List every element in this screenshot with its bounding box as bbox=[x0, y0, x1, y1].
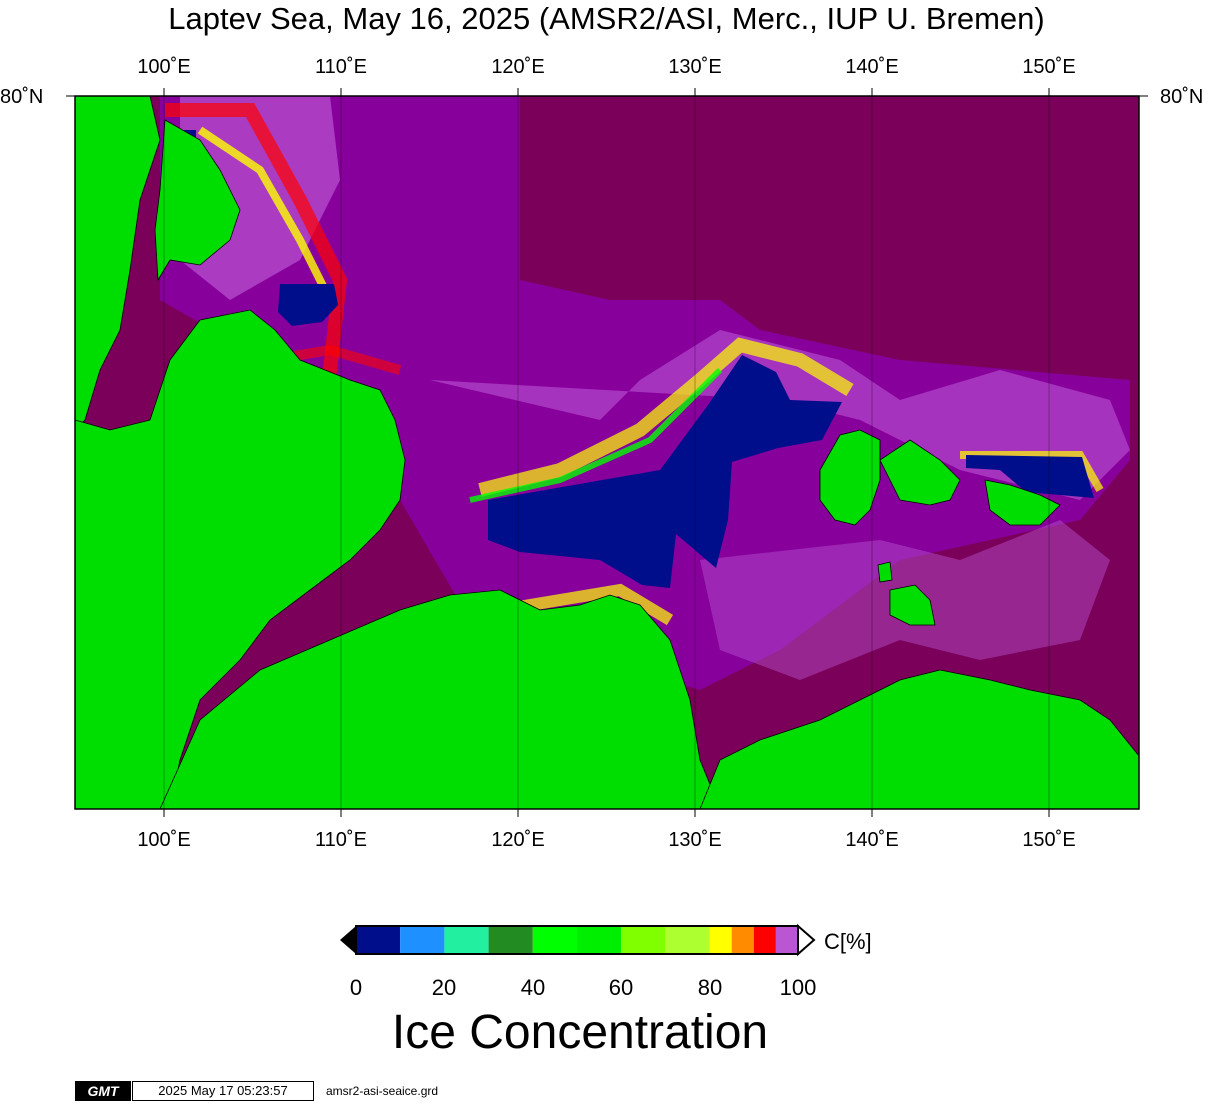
land-kotelny bbox=[819, 429, 881, 526]
land-lyakhovsky bbox=[889, 584, 936, 626]
bottom-lon-label-120e: 120˚E bbox=[491, 829, 545, 851]
colorbar-tick-0: 0 bbox=[349, 975, 363, 1000]
colorbar-cell bbox=[753, 926, 776, 954]
grid-filename: amsr2-asi-seaice.grd bbox=[326, 1084, 439, 1098]
land-small-island bbox=[877, 561, 893, 583]
colorbar-tick-60: 60 bbox=[608, 975, 634, 1000]
colorbar-cell bbox=[775, 926, 798, 954]
colorbar-cell bbox=[400, 926, 445, 954]
bottom-lon-label-110e: 110˚E bbox=[315, 829, 367, 851]
bottom-lon-label-150e: 150˚E bbox=[1022, 829, 1076, 851]
top-lon-label-120e: 120˚E bbox=[491, 56, 545, 78]
colorbar-title: Ice Concentration bbox=[391, 1006, 769, 1059]
colorbar-under-arrow bbox=[340, 926, 356, 954]
top-lon-label-100e: 100˚E bbox=[137, 56, 191, 78]
map-title: Laptev Sea, May 16, 2025 (AMSR2/ASI, Mer… bbox=[168, 1, 1045, 36]
colorbar-cell bbox=[665, 926, 710, 954]
meridian-grid bbox=[163, 96, 1050, 809]
land-new-siberian-islands bbox=[879, 439, 961, 506]
colorbar-tick-20: 20 bbox=[431, 975, 457, 1000]
colorbar-cell bbox=[621, 926, 666, 954]
colorbar-cell bbox=[356, 926, 401, 954]
colorbar-cell bbox=[731, 926, 754, 954]
colorbar-tick-80: 80 bbox=[697, 975, 723, 1000]
bottom-lon-label-100e: 100˚E bbox=[137, 829, 191, 851]
colorbar-cell bbox=[532, 926, 577, 954]
top-lon-label-130e: 130˚E bbox=[668, 56, 722, 78]
land-new-siberia-island bbox=[984, 479, 1061, 526]
colorbar-tick-100: 100 bbox=[779, 975, 817, 1000]
land-severnaya-zemlya bbox=[154, 119, 241, 282]
left-lat-label-80n: 80˚N bbox=[0, 86, 44, 108]
bottom-lon-label-140e: 140˚E bbox=[845, 829, 899, 851]
open-water bbox=[172, 130, 1094, 588]
colorbar-tick-40: 40 bbox=[520, 975, 546, 1000]
top-lon-label-150e: 150˚E bbox=[1022, 56, 1076, 78]
land-east-coast bbox=[699, 669, 1140, 810]
timestamp: 2025 May 17 05:23:57 bbox=[132, 1081, 314, 1101]
map-frame bbox=[74, 95, 1140, 810]
colorbar-cell bbox=[577, 926, 622, 954]
colorbar-cell bbox=[709, 926, 732, 954]
colorbar-cell bbox=[488, 926, 533, 954]
axis-ticks bbox=[66, 88, 1148, 817]
gmt-logo: GMT bbox=[75, 1081, 131, 1101]
land-taimyr-mainland bbox=[74, 309, 406, 810]
colorbar-unit-label: C[%] bbox=[824, 929, 872, 954]
colorbar-cell bbox=[444, 926, 489, 954]
bottom-lon-label-130e: 130˚E bbox=[668, 829, 722, 851]
colorbar-over-arrow bbox=[797, 923, 816, 957]
land bbox=[74, 95, 1140, 810]
colorbar bbox=[340, 923, 816, 957]
top-lon-label-140e: 140˚E bbox=[845, 56, 899, 78]
top-lon-label-110e: 110˚E bbox=[315, 56, 367, 78]
right-lat-label-80n: 80˚N bbox=[1160, 86, 1204, 108]
